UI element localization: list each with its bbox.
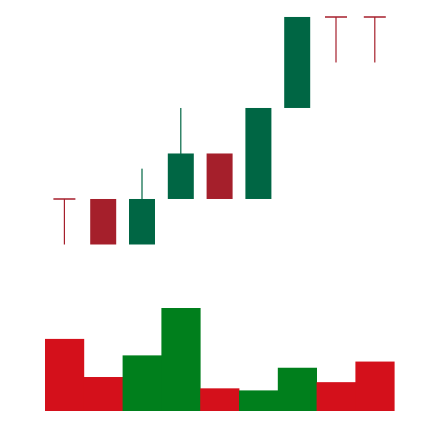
candle-4 (167, 107, 194, 199)
candle-6-body (245, 107, 272, 199)
candle-9 (363, 16, 386, 63)
volume-bar-7 (277, 367, 317, 411)
candle-5 (206, 153, 233, 199)
candle-2-body (90, 198, 117, 245)
candle-1 (53, 198, 76, 245)
volume-bar-5 (200, 388, 240, 411)
volume-bar-8 (316, 382, 356, 411)
candle-8 (325, 16, 347, 63)
candle-5-body (206, 153, 233, 199)
volume-bar-6 (239, 390, 279, 411)
candle-2 (90, 198, 117, 245)
volume-bar-4 (161, 308, 201, 411)
candle-7-body (284, 16, 311, 108)
candle-3-body (129, 198, 155, 245)
volume-bar-2 (83, 377, 123, 411)
candle-4-body (167, 153, 194, 199)
volume-bar-3 (122, 355, 162, 411)
price-panel (53, 16, 386, 245)
candle-7 (284, 16, 311, 108)
volume-bar-1 (45, 338, 85, 411)
volume-bar-9 (355, 361, 395, 411)
candle-3 (129, 168, 155, 245)
candle-6 (245, 107, 272, 199)
volume-panel (45, 308, 395, 411)
